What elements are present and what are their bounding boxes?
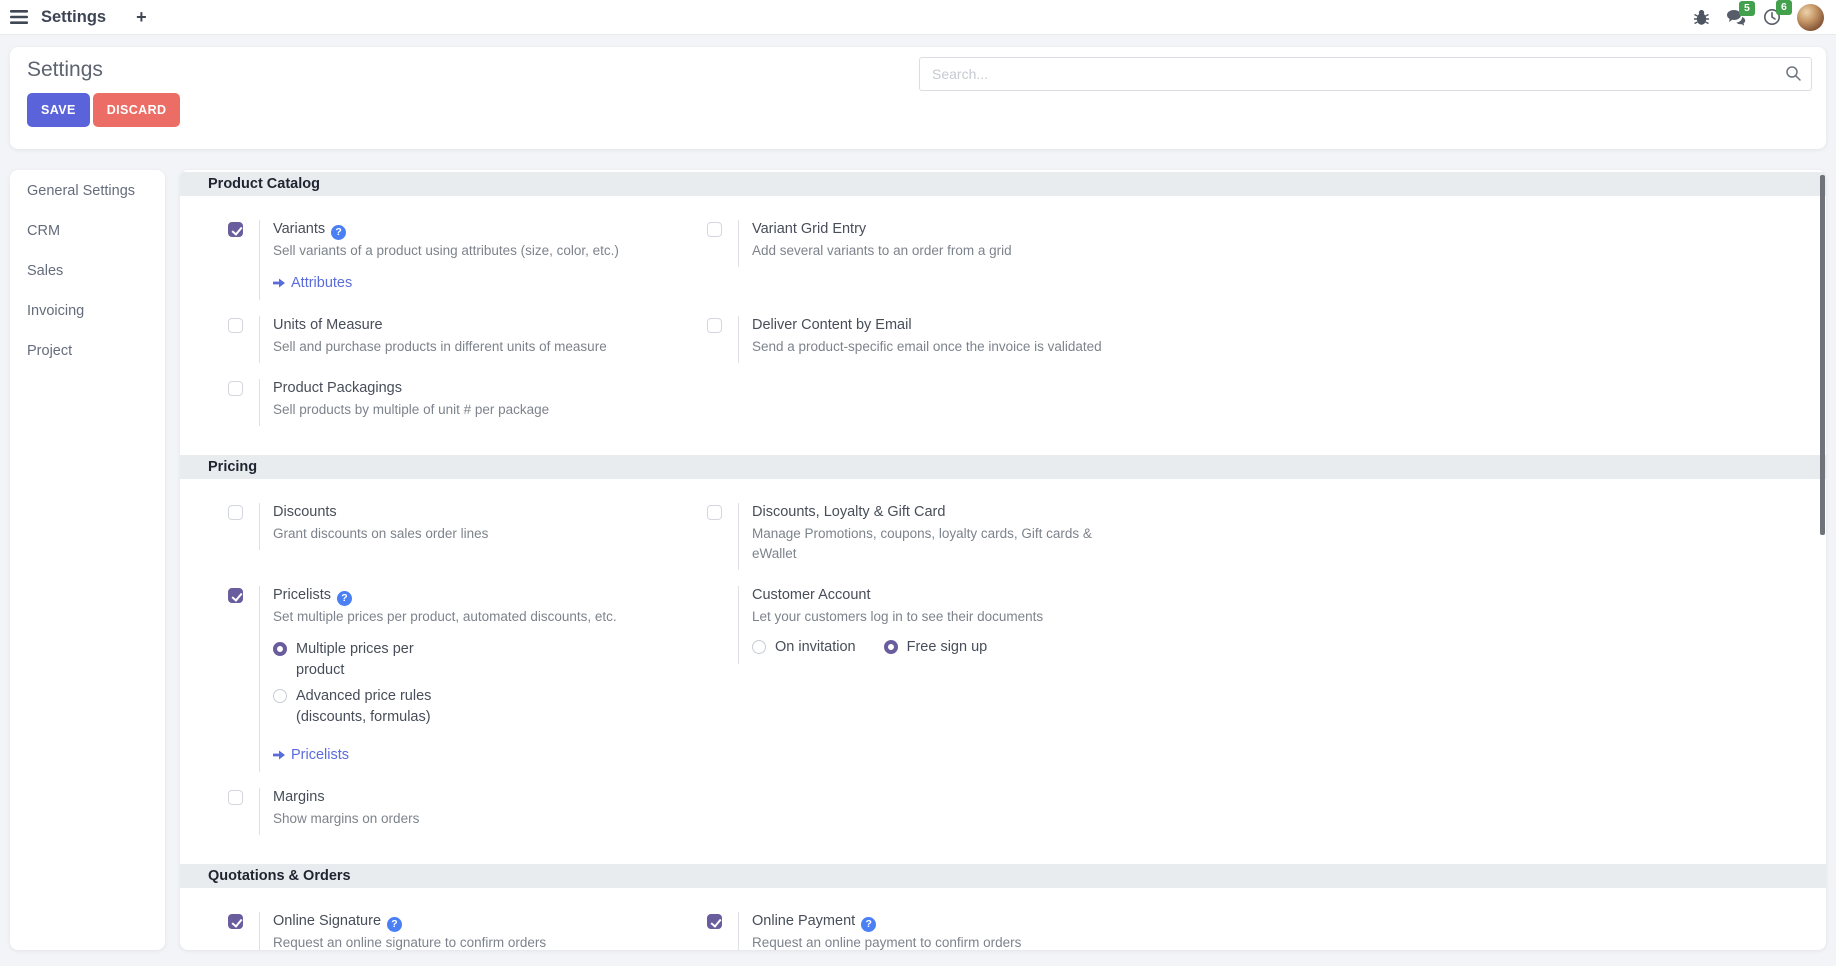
setting-description: Sell products by multiple of unit # per … — [273, 402, 550, 417]
setting-description: Manage Promotions, coupons, loyalty card… — [752, 526, 1092, 561]
pricelists-link[interactable]: Pricelists — [273, 747, 349, 763]
setting-description: Send a product-specific email once the i… — [752, 339, 1102, 354]
setting-description: Set multiple prices per product, automat… — [273, 609, 617, 624]
user-avatar[interactable] — [1797, 3, 1824, 31]
app-title[interactable]: Settings — [41, 7, 107, 26]
variant-grid-entry-checkbox[interactable] — [707, 222, 722, 237]
setting-discounts-loyalty-gift-card: Discounts, Loyalty & Gift Card Manage Pr… — [707, 503, 1826, 570]
setting-label: Online Signature — [273, 913, 382, 929]
sidebar-item-sales[interactable]: Sales — [27, 263, 64, 279]
settings-header-card: Settings SAVE DISCARD — [10, 47, 1826, 149]
setting-product-packagings: Product Packagings Sell products by mult… — [228, 379, 707, 426]
debug-bug-icon[interactable] — [1693, 9, 1710, 26]
setting-units-of-measure: Units of Measure Sell and purchase produ… — [228, 316, 707, 363]
radio-label: Free sign up — [906, 639, 988, 655]
setting-label: Margins — [273, 789, 325, 805]
setting-description: Add several variants to an order from a … — [752, 243, 1012, 258]
setting-description: Let your customers log in to see their d… — [752, 609, 1044, 624]
setting-variants: Variants Sell variants of a product usin… — [228, 220, 707, 300]
messages-icon[interactable]: 5 — [1726, 0, 1755, 26]
setting-label: Deliver Content by Email — [752, 317, 912, 333]
top-navbar: Settings + 5 6 — [0, 0, 1836, 35]
hamburger-menu-icon[interactable] — [10, 10, 28, 24]
radio-label: Advanced price rules (discounts, formula… — [296, 688, 432, 725]
sidebar-item-invoicing[interactable]: Invoicing — [27, 303, 85, 319]
setting-deliver-content-by-email: Deliver Content by Email Send a product-… — [707, 316, 1826, 363]
radio-label: On invitation — [775, 639, 856, 655]
radio-label: Multiple prices per product — [296, 641, 414, 678]
pricelists-checkbox[interactable] — [228, 588, 243, 603]
setting-label: Pricelists — [273, 587, 332, 603]
setting-label: Online Payment — [752, 913, 856, 929]
messages-count-badge: 5 — [1739, 0, 1755, 16]
discard-button[interactable]: DISCARD — [92, 93, 181, 127]
radio-free-sign-up[interactable] — [883, 640, 898, 654]
help-icon[interactable] — [331, 224, 347, 240]
setting-pricelists: Pricelists Set multiple prices per produ… — [228, 586, 707, 772]
navbar-right-icons: 5 6 — [1693, 0, 1824, 31]
attributes-link[interactable]: Attributes — [273, 275, 352, 291]
setting-online-payment: Online Payment Request an online payment… — [707, 912, 1826, 950]
sidebar-item-crm[interactable]: CRM — [27, 223, 61, 239]
setting-label: Discounts — [273, 504, 337, 520]
radio-on-invitation[interactable] — [752, 640, 766, 654]
setting-customer-account: Customer Account Let your customers log … — [707, 586, 1826, 664]
setting-variant-grid-entry: Variant Grid Entry Add several variants … — [707, 220, 1826, 267]
activities-count-badge: 6 — [1776, 0, 1792, 15]
section-header-pricing: Pricing — [180, 455, 1826, 479]
setting-description: Grant discounts on sales order lines — [273, 526, 489, 541]
help-icon[interactable] — [861, 916, 877, 932]
add-tab-button[interactable]: + — [136, 7, 147, 27]
search-input[interactable] — [919, 57, 1812, 91]
pricelists-options: Multiple prices per product Advanced pri… — [273, 639, 617, 728]
activities-clock-icon[interactable]: 6 — [1763, 0, 1792, 26]
setting-description: Sell and purchase products in different … — [273, 339, 607, 354]
setting-description: Request an online payment to confirm ord… — [752, 935, 1022, 950]
setting-online-signature: Online Signature Request an online signa… — [228, 912, 707, 950]
setting-label: Variants — [273, 221, 326, 237]
settings-content: Product Catalog Variants Sell variants o… — [180, 170, 1826, 950]
discounts-checkbox[interactable] — [228, 505, 243, 520]
vertical-scrollbar[interactable] — [1820, 175, 1825, 535]
online-signature-checkbox[interactable] — [228, 914, 243, 929]
margins-checkbox[interactable] — [228, 790, 243, 805]
setting-label: Variant Grid Entry — [752, 221, 867, 237]
setting-label: Units of Measure — [273, 317, 383, 333]
search-bar — [919, 57, 1812, 91]
setting-description: Request an online signature to confirm o… — [273, 935, 547, 950]
setting-discounts: Discounts Grant discounts on sales order… — [228, 503, 707, 550]
radio-advanced-price-rules[interactable] — [273, 689, 287, 703]
customer-account-options: On invitation Free sign up — [752, 637, 1043, 658]
loyalty-gift-card-checkbox[interactable] — [707, 505, 722, 520]
setting-label: Customer Account — [752, 587, 871, 603]
help-icon[interactable] — [387, 916, 403, 932]
product-packagings-checkbox[interactable] — [228, 381, 243, 396]
section-header-quotations-orders: Quotations & Orders — [180, 864, 1826, 888]
sidebar-item-general-settings[interactable]: General Settings — [27, 183, 136, 199]
radio-multiple-prices[interactable] — [273, 642, 287, 656]
section-header-product-catalog: Product Catalog — [180, 172, 1826, 196]
sidebar-item-project[interactable]: Project — [27, 343, 73, 359]
setting-label: Discounts, Loyalty & Gift Card — [752, 504, 946, 520]
setting-label: Product Packagings — [273, 380, 402, 396]
units-of-measure-checkbox[interactable] — [228, 318, 243, 333]
setting-description: Sell variants of a product using attribu… — [273, 243, 619, 258]
help-icon[interactable] — [337, 590, 353, 606]
page-title: Settings — [27, 58, 103, 81]
setting-margins: Margins Show margins on orders — [228, 788, 707, 835]
setting-description: Show margins on orders — [273, 811, 420, 826]
deliver-content-checkbox[interactable] — [707, 318, 722, 333]
settings-sidebar: General Settings CRM Sales Invoicing Pro… — [10, 170, 165, 950]
online-payment-checkbox[interactable] — [707, 914, 722, 929]
save-button[interactable]: SAVE — [27, 93, 90, 127]
search-icon[interactable] — [1785, 65, 1802, 87]
variants-checkbox[interactable] — [228, 222, 243, 237]
